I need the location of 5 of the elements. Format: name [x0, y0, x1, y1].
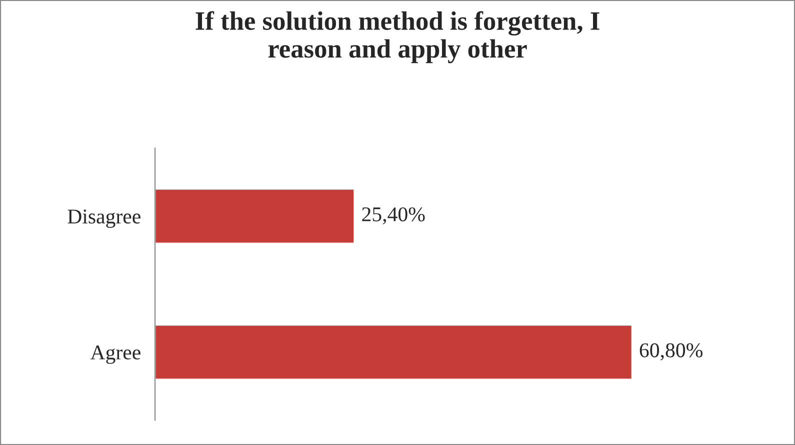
chart-title: If the solution method is forgetten, I reason and apply other [196, 11, 600, 64]
data-label: 25,40% [362, 207, 425, 224]
data-label: 60,80% [640, 343, 702, 360]
y-tick-label: Agree [90, 346, 140, 364]
y-tick-label: Disagree [68, 210, 140, 228]
